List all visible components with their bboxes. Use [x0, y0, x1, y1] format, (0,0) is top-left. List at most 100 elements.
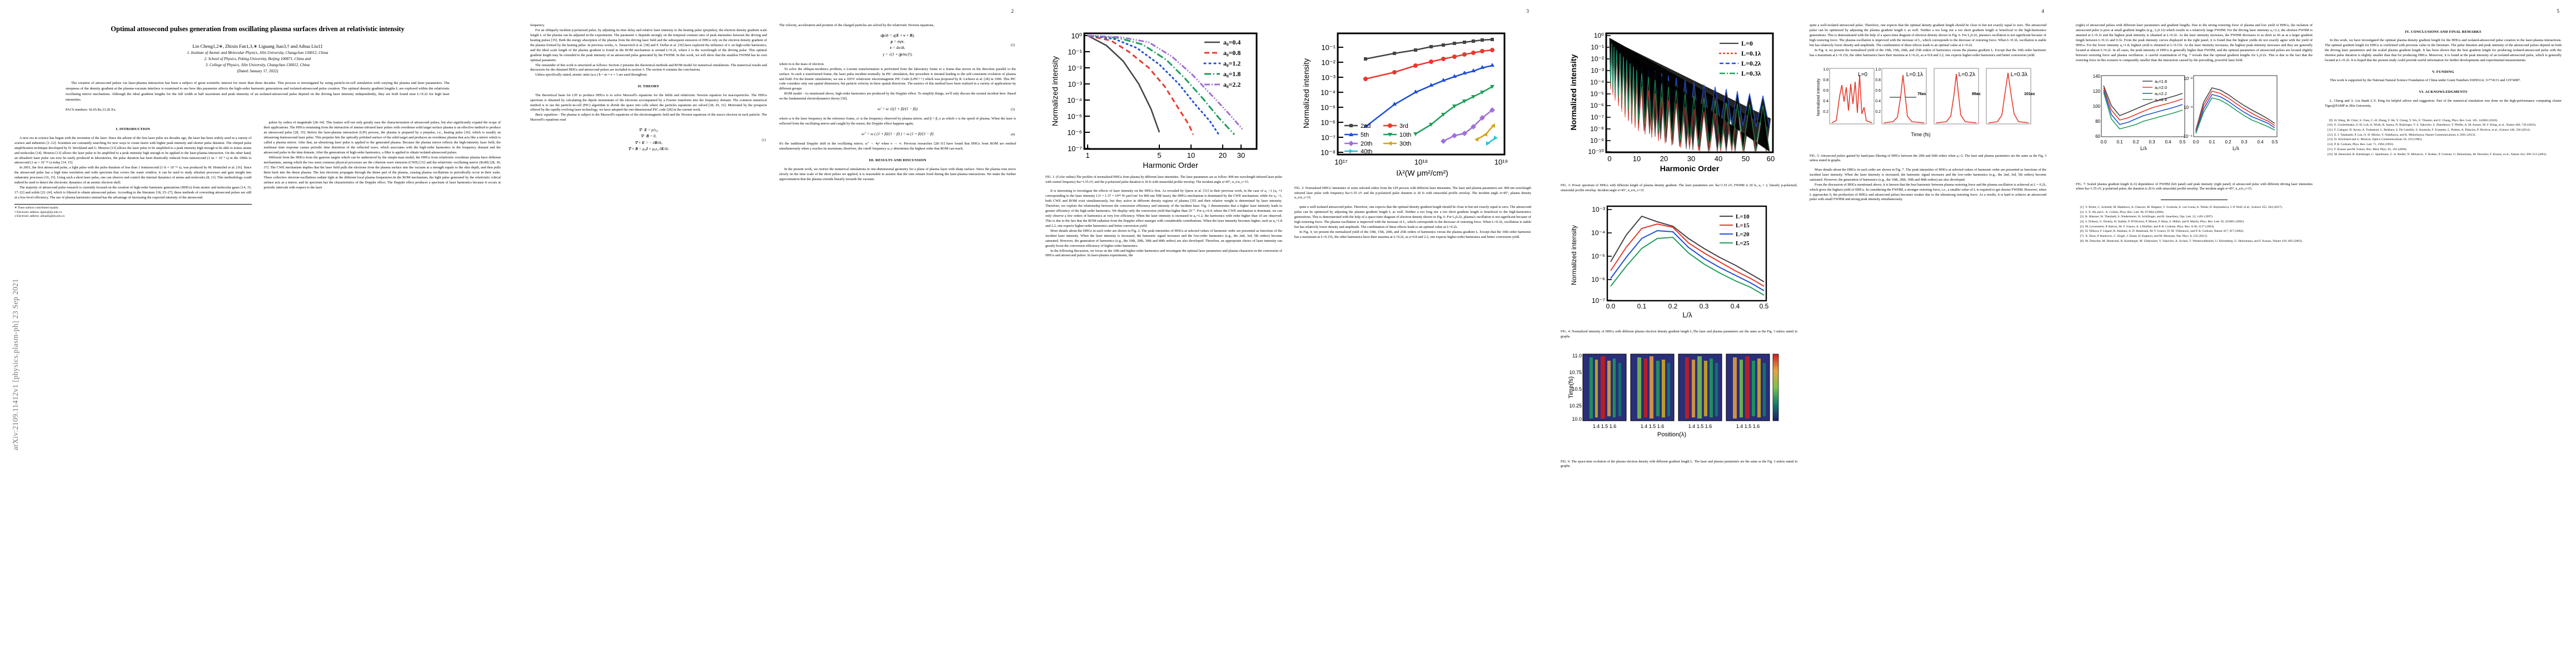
equation-4: ω′′ = ω ( (1 + β)/(1 − β) ) = ω (1 + β)/…: [780, 131, 1015, 137]
svg-text:Normalized intensity: Normalized intensity: [1816, 78, 1821, 116]
page-3: 3 10⁰ 10⁻¹ 10⁻² 10⁻³ 10⁻⁴ 10⁻⁵ 10⁻⁶ 10⁻⁷: [1030, 0, 1546, 667]
reference-list-right: [9] H. Wang, M. Chini, S. Chen, C.-H. Zha…: [2325, 119, 2562, 157]
svg-text:0.6: 0.6: [1823, 89, 1828, 93]
reference-item: [13] D. Strickland and G. Mourou, Optics …: [2327, 138, 2423, 142]
svg-text:100: 100: [2093, 104, 2101, 109]
svg-text:0.1: 0.1: [1637, 302, 1647, 310]
footnotes: ∗ These authors contributed equally. † E…: [14, 203, 252, 219]
affiliation-1: 1. Institute of Atomic and Molecular Phy…: [187, 50, 328, 55]
footnote: ∗ These authors contributed equally.: [14, 206, 59, 210]
equation-body: ω′′ = ω ( (1 + β)/(1 − β) ) = ω (1 + β)/…: [861, 132, 934, 137]
reference-item: [11] F. Calegari, D. Ayuso, A. Trabattoni…: [2327, 128, 2531, 132]
fig6-panel-4: 1.4 1.5 1.6: [1726, 354, 1770, 429]
fig5-panel-label: L=0: [1858, 72, 1867, 78]
paragraph: The velocity, acceleration and position …: [779, 23, 935, 27]
reference-item: [1] Y. Pertot, C. Schmidt, M. Matthews, A…: [2080, 205, 2283, 209]
svg-text:L=25: L=25: [1736, 240, 1750, 247]
paragraph: quite a well-isolated attosecond pulse. …: [1294, 205, 1531, 229]
fig1-legend: a₀=0.4 a₀=0.8 a₀=1.2 a₀=1.8 a₀=2.2: [1203, 38, 1240, 88]
svg-text:L=20: L=20: [1736, 231, 1750, 238]
svg-text:10⁻⁷: 10⁻⁷: [1592, 297, 1605, 305]
figure-2: 10⁻¹ 10⁻² 10⁻³ 10⁻⁴ 10⁻⁵ 10⁻⁶ 10⁻⁷ 10⁻⁸: [1294, 26, 1531, 201]
page-4-column-left: 10⁰ 10⁻¹ 10⁻² 10⁻³ 10⁻⁴ 10⁻⁵ 10⁻⁶ 10⁻⁷ 10⁻⁸ 10…: [1561, 23, 1797, 470]
reference-item: [16] M. Hentschel, R. Kienberger, C. Spie…: [2327, 152, 2547, 156]
svg-text:0.4: 0.4: [1731, 302, 1740, 310]
equation-number: (3): [1010, 107, 1015, 112]
fig3-spectra: [1609, 37, 1771, 152]
page-number: 2: [1011, 9, 1014, 14]
fig7-xlabel-left: L/λ: [2140, 146, 2148, 151]
page-3-column-right: 10⁻¹ 10⁻² 10⁻³ 10⁻⁴ 10⁻⁵ 10⁻⁶ 10⁻⁷ 10⁻⁸: [1294, 23, 1531, 258]
svg-text:10.75: 10.75: [1569, 370, 1582, 375]
reference-item: [5] M. Lewenstein, P. Balcou, M. Y. Ivano…: [2080, 225, 2215, 228]
fig2-legend: 2nd 3rd 5th 10th 20th 30th: [1344, 123, 1411, 155]
page-number: 4: [2041, 9, 2044, 14]
page-1-column-left: I. INTRODUCTION A new era in science has…: [14, 121, 252, 218]
svg-text:60: 60: [1767, 155, 1775, 163]
svg-text:140: 140: [2093, 74, 2101, 79]
figure-6: 1.4 1.5 1.6 1.4 1.5 1.6: [1561, 346, 1797, 469]
paragraph: The remainder of this work is structured…: [530, 63, 767, 72]
paragraph: pulses by orders of magnitude [28–34]. T…: [263, 121, 501, 155]
svg-text:10⁻²: 10⁻²: [1068, 64, 1082, 72]
page-number: 5: [2557, 9, 2559, 14]
svg-text:10⁻⁷: 10⁻⁷: [1321, 133, 1336, 142]
reference-item: [4] S. Dobosz, G. Doumy, H. Stabile, P. D…: [2080, 220, 2245, 223]
figure-7: 140 120 100 80 60 0.0 0.1 0.2 0.3 0.4 0.5 L/λ: [2076, 69, 2313, 192]
footnote: ‡ Electronic address: aihualiu@jlu.edu.c…: [14, 215, 65, 218]
equation-number: (2): [1010, 43, 1015, 47]
svg-text:1.4 1.5 1.6: 1.4 1.5 1.6: [1688, 424, 1712, 429]
paragraph: L. Cheng and A. Liu thank L.Y. Peng for …: [2325, 98, 2562, 108]
svg-text:20: 20: [1660, 155, 1668, 163]
page-4-columns: 10⁰ 10⁻¹ 10⁻² 10⁻³ 10⁻⁴ 10⁻⁵ 10⁻⁶ 10⁻⁷ 10⁻⁸ 10…: [1561, 23, 2046, 470]
svg-text:a₀=0.4: a₀=0.4: [1223, 38, 1240, 46]
svg-text:10⁻⁶: 10⁻⁶: [1590, 102, 1604, 109]
paragraph: The theoretical basis for LPI to produce…: [530, 93, 767, 112]
svg-text:10⁻⁶: 10⁻⁶: [1321, 118, 1336, 127]
svg-text:0.2: 0.2: [1823, 110, 1828, 114]
reference-item: [14] P. B. Corkum, Phys. Rev. Lett. 71, 1…: [2327, 143, 2394, 147]
svg-text:L=0.1λ: L=0.1λ: [1741, 49, 1761, 57]
arxiv-stamp: arXiv:2109.11412v1 [physics.plasm-ph] 23…: [11, 278, 19, 450]
section-heading-theory: II. THEORY: [637, 84, 660, 89]
paragraph: quite a well-isolated attosecond pulse. …: [1810, 23, 2046, 47]
svg-text:10⁻¹⁰: 10⁻¹⁰: [1588, 148, 1605, 156]
svg-text:1.0: 1.0: [1875, 68, 1881, 72]
paragraph: This work is supported by the National N…: [2330, 78, 2521, 83]
svg-text:0.8: 0.8: [1875, 78, 1881, 82]
figure-5-caption: FIG. 5: Attosecond pulses gained by band…: [1810, 154, 2046, 163]
figure-2-caption: FIG. 2: Normalized HHGs' intensities of …: [1294, 187, 1531, 200]
svg-text:0.3: 0.3: [1700, 302, 1709, 310]
fig2-chart: 10⁻¹ 10⁻² 10⁻³ 10⁻⁴ 10⁻⁵ 10⁻⁶ 10⁻⁷ 10⁻⁸: [1302, 32, 1508, 177]
svg-text:10⁻³: 10⁻³: [1591, 67, 1604, 74]
svg-text:10⁻²: 10⁻²: [2184, 76, 2193, 81]
svg-text:80: 80: [2095, 119, 2100, 124]
equation-body: ∇ · E = ρ/ε₀, ∇ · B = 0, ∇ × E = − ∂B/∂t…: [628, 128, 669, 151]
fig5-chart: L=0 1.0 0.8 0.6 0.4 0.2 Normalized intensit…: [1816, 68, 2035, 137]
svg-text:10⁻⁹: 10⁻⁹: [1590, 137, 1604, 145]
svg-text:5th: 5th: [1361, 132, 1369, 138]
fig7-panel-right: 10⁻² 10⁻³ 10⁻⁴ 0.0 0.1 0.2 0.3 0.4 0.5 L/λ: [2183, 74, 2278, 151]
svg-text:1: 1: [1085, 151, 1089, 160]
svg-text:L=0: L=0: [1741, 39, 1753, 47]
svg-text:1.4 1.5 1.6: 1.4 1.5 1.6: [1736, 424, 1760, 429]
svg-text:10⁻⁷: 10⁻⁷: [1068, 145, 1082, 153]
svg-text:10¹⁷: 10¹⁷: [1334, 158, 1348, 166]
fig7-xlabel-right: L/λ: [2233, 146, 2240, 151]
reference-item: [15] F. Krausz and M. Ivanov, Rev. Mod. P…: [2327, 147, 2407, 151]
svg-text:a₀=0.8: a₀=0.8: [1223, 49, 1240, 57]
abstract-text: The creation of attosecond pulses via la…: [66, 81, 450, 102]
fig5-panel-label: L=0.3λ: [2011, 72, 2027, 78]
svg-text:10⁻³: 10⁻³: [1592, 206, 1605, 213]
paragraph: frequency.: [530, 23, 545, 27]
svg-text:10⁻⁴: 10⁻⁴: [2183, 134, 2193, 139]
svg-text:10¹⁹: 10¹⁹: [1494, 158, 1508, 166]
svg-text:10.0: 10.0: [1572, 416, 1582, 422]
svg-text:L=0.2λ: L=0.2λ: [1741, 59, 1761, 67]
svg-text:50: 50: [1742, 155, 1750, 163]
svg-text:0.0: 0.0: [1606, 302, 1616, 310]
svg-text:10⁻⁴: 10⁻⁴: [1591, 229, 1605, 237]
svg-text:10⁻²: 10⁻²: [1321, 58, 1336, 67]
svg-text:0.4: 0.4: [2257, 140, 2264, 145]
paragraph: In 2001, the first attosecond pulse, a l…: [14, 166, 252, 185]
